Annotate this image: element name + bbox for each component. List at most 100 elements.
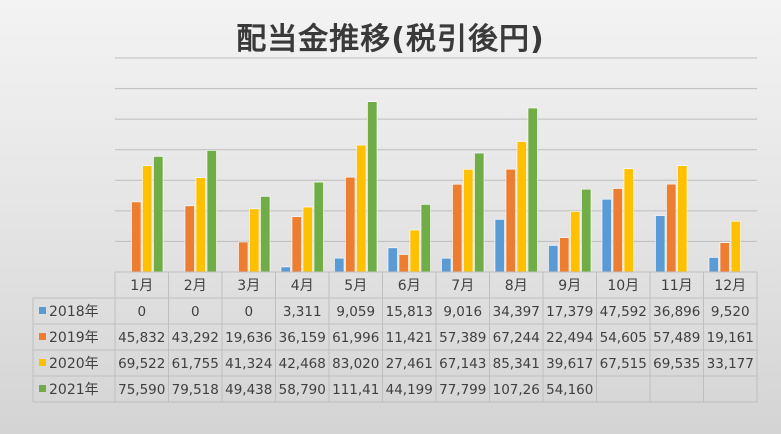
bar-2018年 <box>334 257 345 273</box>
data-label: 11,421 <box>386 330 433 346</box>
data-label: 43,292 <box>172 330 219 346</box>
bar-2019年 <box>184 205 195 273</box>
legend-swatch <box>39 359 46 366</box>
data-label: 9,059 <box>336 304 375 320</box>
bar-2018年 <box>601 198 612 273</box>
bar-2018年 <box>494 219 505 273</box>
bar-2021年 <box>206 150 217 273</box>
bar-2018年 <box>387 247 398 273</box>
data-label: 22,494 <box>546 330 593 346</box>
legend-label: 2019年 <box>49 330 99 346</box>
category-label: 1月 <box>130 278 153 294</box>
data-label: 85,341 <box>493 356 540 372</box>
category-label: 2月 <box>184 278 207 294</box>
data-label: 61,755 <box>172 356 219 372</box>
bar-2021年 <box>474 152 485 273</box>
category-label: 12月 <box>714 278 746 294</box>
bar-2020年 <box>249 208 260 273</box>
legend-label: 2020年 <box>49 356 99 372</box>
bar-2021年 <box>420 204 431 273</box>
bar-2021年 <box>581 188 592 273</box>
data-label: 67,143 <box>439 356 486 372</box>
bar-2021年 <box>260 196 271 273</box>
bar-2020年 <box>302 206 313 273</box>
bar-2019年 <box>719 242 730 273</box>
bar-2019年 <box>452 183 463 273</box>
data-label: 61,996 <box>332 330 379 346</box>
bar-2018年 <box>708 257 719 273</box>
bar-2020年 <box>516 141 527 273</box>
data-label: 36,896 <box>653 304 700 320</box>
data-label: 19,161 <box>707 330 754 346</box>
bar-2020年 <box>463 169 474 273</box>
data-label: 15,813 <box>386 304 433 320</box>
data-label: 44,199 <box>386 382 433 398</box>
category-label: 6月 <box>398 278 421 294</box>
data-label: 111,41 <box>332 382 379 398</box>
data-label: 77,799 <box>439 382 486 398</box>
data-label: 9,016 <box>443 304 482 320</box>
data-label: 0 <box>137 304 146 320</box>
data-label: 54,605 <box>600 330 647 346</box>
category-label: 11月 <box>661 278 693 294</box>
legend-label: 2021年 <box>49 382 99 398</box>
category-label: 3月 <box>237 278 260 294</box>
bar-2020年 <box>409 229 420 273</box>
bar-2020年 <box>623 168 634 273</box>
data-label: 54,160 <box>546 382 593 398</box>
bar-2019年 <box>612 188 623 273</box>
bar-2019年 <box>398 254 409 273</box>
bar-2019年 <box>559 237 570 273</box>
bar-2021年 <box>527 107 538 273</box>
data-label: 75,590 <box>118 382 165 398</box>
bar-2019年 <box>345 176 356 273</box>
legend-swatch <box>39 385 46 392</box>
data-label: 0 <box>191 304 200 320</box>
bar-2021年 <box>153 156 164 273</box>
data-label: 9,520 <box>711 304 750 320</box>
bar-2019年 <box>238 241 249 273</box>
data-label: 49,438 <box>225 382 272 398</box>
data-label: 58,790 <box>279 382 326 398</box>
data-label: 19,636 <box>225 330 272 346</box>
bar-2020年 <box>195 177 206 273</box>
bar-2018年 <box>655 215 666 273</box>
data-label: 0 <box>244 304 253 320</box>
legend-swatch <box>39 307 46 314</box>
bar-2018年 <box>441 257 452 273</box>
data-label: 34,397 <box>493 304 540 320</box>
category-label: 7月 <box>451 278 474 294</box>
data-label: 42,468 <box>279 356 326 372</box>
data-label: 33,177 <box>707 356 754 372</box>
data-label: 107,26 <box>493 382 540 398</box>
category-label: 10月 <box>607 278 639 294</box>
data-label: 39,617 <box>546 356 593 372</box>
bar-2020年 <box>142 165 153 273</box>
data-label: 45,832 <box>118 330 165 346</box>
bar-2018年 <box>280 266 291 273</box>
category-label: 9月 <box>558 278 581 294</box>
bar-2019年 <box>505 168 516 273</box>
data-label: 57,389 <box>439 330 486 346</box>
data-label: 67,244 <box>493 330 540 346</box>
legend-label: 2018年 <box>49 304 99 320</box>
bar-2021年 <box>313 181 324 273</box>
category-label: 5月 <box>344 278 367 294</box>
bar-2020年 <box>730 220 741 273</box>
data-label: 69,535 <box>653 356 700 372</box>
bar-2018年 <box>548 245 559 273</box>
data-label: 47,592 <box>600 304 647 320</box>
bar-2020年 <box>356 144 367 273</box>
data-label: 36,159 <box>279 330 326 346</box>
data-label: 57,489 <box>653 330 700 346</box>
data-label: 83,020 <box>332 356 379 372</box>
bar-2021年 <box>367 101 378 273</box>
category-label: 8月 <box>505 278 528 294</box>
data-label: 79,518 <box>172 382 219 398</box>
bar-2019年 <box>131 201 142 273</box>
data-label: 41,324 <box>225 356 272 372</box>
bar-2019年 <box>666 183 677 273</box>
chart-title: 配当金推移(税引後円) <box>236 22 545 57</box>
data-label: 27,461 <box>386 356 433 372</box>
